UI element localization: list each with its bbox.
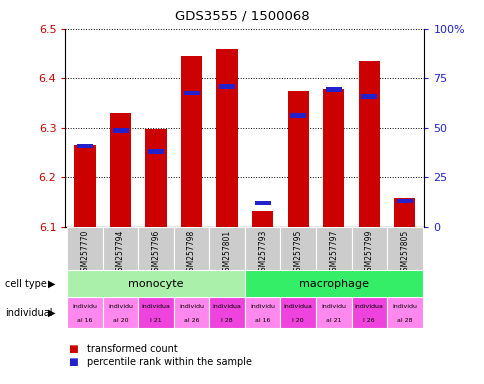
Bar <box>77 144 93 148</box>
Text: GSM257795: GSM257795 <box>293 230 302 276</box>
Text: ▶: ▶ <box>48 279 56 289</box>
Text: al 16: al 16 <box>255 318 270 323</box>
Bar <box>396 199 412 203</box>
Text: GSM257799: GSM257799 <box>364 230 373 276</box>
Bar <box>386 227 422 271</box>
Bar <box>209 297 244 328</box>
Text: cell type: cell type <box>5 279 46 289</box>
Bar <box>216 48 237 227</box>
Text: individu: individu <box>320 305 346 310</box>
Text: monocyte: monocyte <box>128 279 183 289</box>
Text: individual: individual <box>5 308 52 318</box>
Text: GDS3555 / 1500068: GDS3555 / 1500068 <box>175 10 309 23</box>
Bar <box>112 128 128 133</box>
Text: individu: individu <box>179 305 204 310</box>
Bar <box>351 297 386 328</box>
Text: GSM257796: GSM257796 <box>151 230 160 276</box>
Bar <box>393 199 415 227</box>
Bar <box>67 227 103 271</box>
Bar <box>148 149 164 154</box>
Text: individua: individua <box>212 305 241 310</box>
Bar <box>252 211 273 227</box>
Bar <box>173 227 209 271</box>
Bar <box>289 113 305 118</box>
Bar <box>219 84 235 89</box>
Text: individu: individu <box>392 305 416 310</box>
Bar <box>138 297 173 328</box>
Text: ■: ■ <box>68 357 77 367</box>
Text: individua: individua <box>141 305 170 310</box>
Text: GSM257801: GSM257801 <box>222 230 231 276</box>
Text: al 21: al 21 <box>325 318 341 323</box>
Text: GSM257793: GSM257793 <box>257 230 267 276</box>
Bar <box>103 297 138 328</box>
Text: individu: individu <box>73 305 97 310</box>
Bar <box>181 56 202 227</box>
Text: GSM257794: GSM257794 <box>116 230 125 276</box>
Text: transformed count: transformed count <box>87 344 178 354</box>
Text: al 28: al 28 <box>396 318 412 323</box>
Text: al 16: al 16 <box>77 318 92 323</box>
Text: l 20: l 20 <box>292 318 303 323</box>
Bar <box>287 91 308 227</box>
Bar <box>244 227 280 271</box>
Bar <box>280 227 316 271</box>
Text: l 21: l 21 <box>150 318 162 323</box>
Bar <box>74 145 95 227</box>
Text: individua: individua <box>283 305 312 310</box>
Bar <box>351 227 386 271</box>
Bar <box>316 227 351 271</box>
Bar <box>244 297 280 328</box>
Bar <box>322 89 344 227</box>
Text: l 28: l 28 <box>221 318 232 323</box>
Text: al 20: al 20 <box>113 318 128 323</box>
Bar <box>183 91 199 95</box>
Bar <box>173 297 209 328</box>
Bar <box>280 297 316 328</box>
Bar <box>325 88 341 92</box>
Bar <box>244 270 422 298</box>
Text: ■: ■ <box>68 344 77 354</box>
Bar <box>138 227 173 271</box>
Bar <box>67 297 103 328</box>
Bar <box>254 200 270 205</box>
Text: GSM257805: GSM257805 <box>399 230 408 276</box>
Text: al 26: al 26 <box>183 318 199 323</box>
Text: GSM257797: GSM257797 <box>329 230 337 276</box>
Text: GSM257770: GSM257770 <box>80 230 90 276</box>
Text: l 26: l 26 <box>363 318 374 323</box>
Text: macrophage: macrophage <box>298 279 368 289</box>
Bar <box>358 61 379 227</box>
Text: individu: individu <box>108 305 133 310</box>
Bar <box>361 94 377 99</box>
Bar <box>145 129 166 227</box>
Bar <box>316 297 351 328</box>
Bar <box>209 227 244 271</box>
Bar <box>103 227 138 271</box>
Text: individua: individua <box>354 305 383 310</box>
Text: GSM257798: GSM257798 <box>187 230 196 276</box>
Text: individu: individu <box>250 305 274 310</box>
Bar <box>386 297 422 328</box>
Bar <box>110 113 131 227</box>
Bar <box>67 270 244 298</box>
Text: ▶: ▶ <box>48 308 56 318</box>
Text: percentile rank within the sample: percentile rank within the sample <box>87 357 252 367</box>
